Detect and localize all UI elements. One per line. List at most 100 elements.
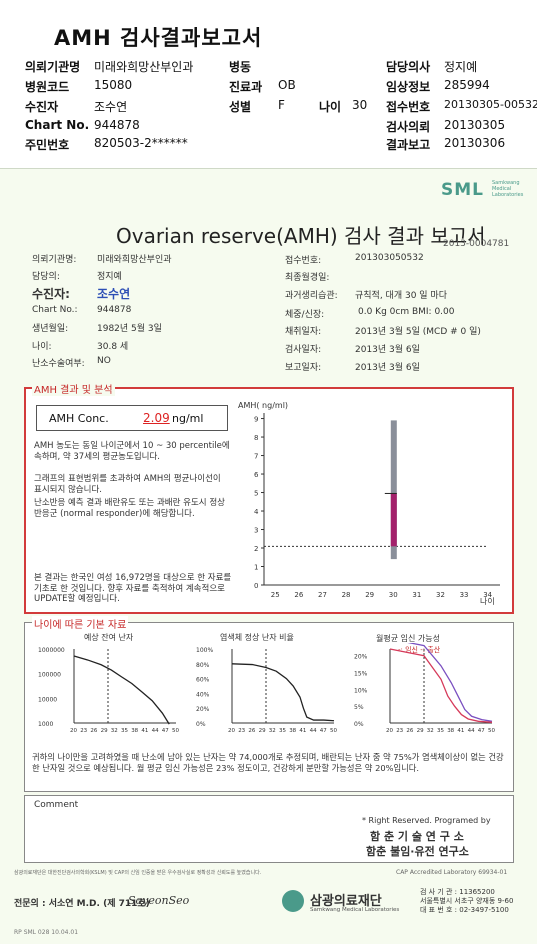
comment-label: Comment	[34, 800, 79, 810]
contact-3: 대 표 번 호 : 02-3497-5100	[420, 906, 509, 914]
x-tick-label: 29	[365, 591, 374, 599]
field-label-birthdate: 생년월일:	[32, 324, 69, 334]
x-tick-label: 41	[457, 728, 464, 734]
field-label-institution: 의뢰기관명:	[32, 255, 77, 265]
form-code: RP SML 028 10.04.01	[14, 929, 79, 936]
age-summary: 귀하의 나이만을 고려하였을 때 난소에 남아 있는 난자는 약 74,000개…	[32, 752, 504, 773]
x-tick-label: 35	[279, 728, 286, 734]
x-tick-label: 30	[389, 591, 398, 599]
value-result-date: 20130306	[444, 136, 506, 150]
label-ward: 병동	[229, 60, 252, 74]
x-tick-label: 50	[330, 728, 337, 734]
cap-text: CAP Accredited Laboratory 69934-01	[396, 869, 508, 876]
logo-sub-3: Laboratories	[492, 192, 524, 198]
y-tick-label: 15%	[354, 671, 368, 678]
x-tick-label: 27	[318, 591, 327, 599]
field-label-chart-no: Chart No.:	[32, 305, 78, 315]
value-institution: 미래와희망산부인과	[94, 60, 194, 74]
report-number: 2013-0004781	[443, 239, 510, 249]
label-chart-no: Chart No.	[25, 118, 90, 132]
x-tick-label: 31	[412, 591, 421, 599]
x-tick-label: 23	[80, 728, 87, 734]
chart-ylabel: AMH( ng/ml)	[238, 401, 288, 410]
series-line-출산	[389, 648, 493, 723]
x-tick-label: 26	[294, 591, 303, 599]
field-value-institution: 미래와희망산부인과	[97, 255, 172, 265]
amh-response: 난소반응 예측 결과 배란유도 또는 과배란 유도시 정상반응군 (normal…	[34, 498, 225, 519]
x-tick-label: 20	[228, 728, 235, 734]
doctor-signature: SoyeonSeo	[128, 894, 190, 907]
field-label-test: 검사일자:	[285, 345, 322, 355]
field-value-body: 0.0 Kg 0cm BMI: 0.00	[358, 307, 455, 317]
patient-value-bar	[390, 493, 397, 547]
label-institution: 의뢰기관명	[25, 60, 81, 74]
chart3-plot: 20% 15% 10% 5% 0% 20 23 26 29 32 35 38 41 44 47 50	[354, 643, 495, 734]
contact-2: 서울특별시 서초구 양재동 9-60	[420, 897, 514, 905]
remaining-oocyte-chart: 1000000 100000 10000 1000 20 23 26 29 32 35 38 41 44…	[38, 647, 179, 734]
x-tick-label: 25	[271, 591, 280, 599]
label-department: 진료과	[229, 80, 263, 94]
y-tick-label: 6	[254, 471, 259, 479]
field-value-collect: 2013년 3월 5일 (MCD # 0 일)	[355, 327, 481, 337]
label-patient: 수진자	[25, 100, 59, 114]
foundation-sub: Samkwang Medical Laboratories	[310, 907, 400, 913]
field-label-receipt: 접수번호:	[285, 256, 322, 266]
label-age: 나이	[319, 100, 342, 114]
age-section-title: 나이에 따른 기본 자료	[32, 616, 129, 631]
x-tick-label: 34	[483, 591, 492, 599]
value-doctor: 정지예	[444, 60, 478, 74]
field-label-patient: 수진자:	[32, 287, 70, 301]
footer-note: 삼광의료재단은 대한진단검사의학회(KSLM) 및 CAP의 신임 인증을 받은…	[14, 870, 262, 876]
institute-2: 함춘 불임·유전 연구소	[366, 845, 469, 858]
x-tick-label: 23	[396, 728, 403, 734]
value-department: OB	[278, 78, 296, 92]
series-line-series	[231, 663, 335, 722]
x-tick-label: 26	[406, 728, 413, 734]
chart1-title: 예상 잔여 난자	[84, 633, 134, 642]
amh-unit: ng/ml	[172, 412, 204, 425]
field-value-cycle: 규칙적, 대개 30 일 마다	[355, 291, 447, 301]
foundation-name: 삼광의료재단	[310, 894, 382, 909]
value-age: 30	[352, 98, 368, 112]
x-tick-label: 50	[488, 728, 495, 734]
page-title: AMH 검사결과보고서	[54, 26, 263, 50]
field-label-surgery: 난소수술여부:	[32, 359, 85, 369]
x-tick-label: 38	[447, 728, 454, 734]
y-tick-label: 4	[254, 508, 259, 516]
x-tick-label: 28	[342, 591, 351, 599]
field-value-surgery: NO	[97, 356, 111, 366]
y-tick-label: 7	[254, 453, 258, 461]
chart2-title: 염색체 정상 난자 비율	[220, 633, 294, 642]
field-value-doctor: 정지예	[97, 272, 122, 282]
value-sex: F	[278, 98, 285, 112]
y-tick-label: 80%	[196, 662, 210, 669]
contact-block: 검 사 기 관 : 11365200 서울특별시 서초구 양재동 9-60 대 …	[420, 888, 513, 915]
sml-logo: SML	[441, 180, 484, 200]
amh-value: 2.09	[143, 411, 170, 425]
x-tick-label: 32	[436, 591, 445, 599]
comment-box	[24, 795, 514, 863]
contact-1: 검 사 기 관 : 11365200	[420, 888, 495, 896]
x-tick-label: 32	[269, 728, 276, 734]
field-label-cycle: 과거생리습관:	[285, 291, 338, 301]
amh-note: 그래프의 표현범위를 초과하여 AMH의 평균나이선이 표시되지 않습니다.	[34, 474, 221, 495]
x-tick-label: 32	[427, 728, 434, 734]
chart3-legend: -: 임신 -: 출산	[398, 646, 441, 654]
y-tick-label: 5%	[354, 704, 364, 711]
label-result-date: 결과보고	[386, 138, 431, 152]
amh-value-box: AMH Conc. 2.09 ng/ml	[36, 405, 228, 431]
field-value-patient: 조수연	[97, 287, 131, 301]
y-tick-label: 2	[254, 545, 258, 553]
x-tick-label: 26	[248, 728, 255, 734]
x-tick-label: 23	[238, 728, 245, 734]
field-value-chart-no: 944878	[97, 305, 132, 315]
x-tick-label: 44	[152, 728, 159, 734]
value-hospital-code: 15080	[94, 78, 133, 92]
chart2-plot: 100% 80% 60% 40% 20% 0% 20 23 26 29 32 35 38 41 44 47 50	[196, 647, 337, 734]
x-tick-label: 38	[131, 728, 138, 734]
field-value-report: 2013년 3월 6일	[355, 363, 420, 373]
y-tick-label: 0%	[354, 721, 364, 728]
x-tick-label: 38	[289, 728, 296, 734]
chart3-title: 월평균 임신 가능성	[376, 634, 440, 643]
field-value-receipt: 201303050532	[355, 253, 424, 263]
